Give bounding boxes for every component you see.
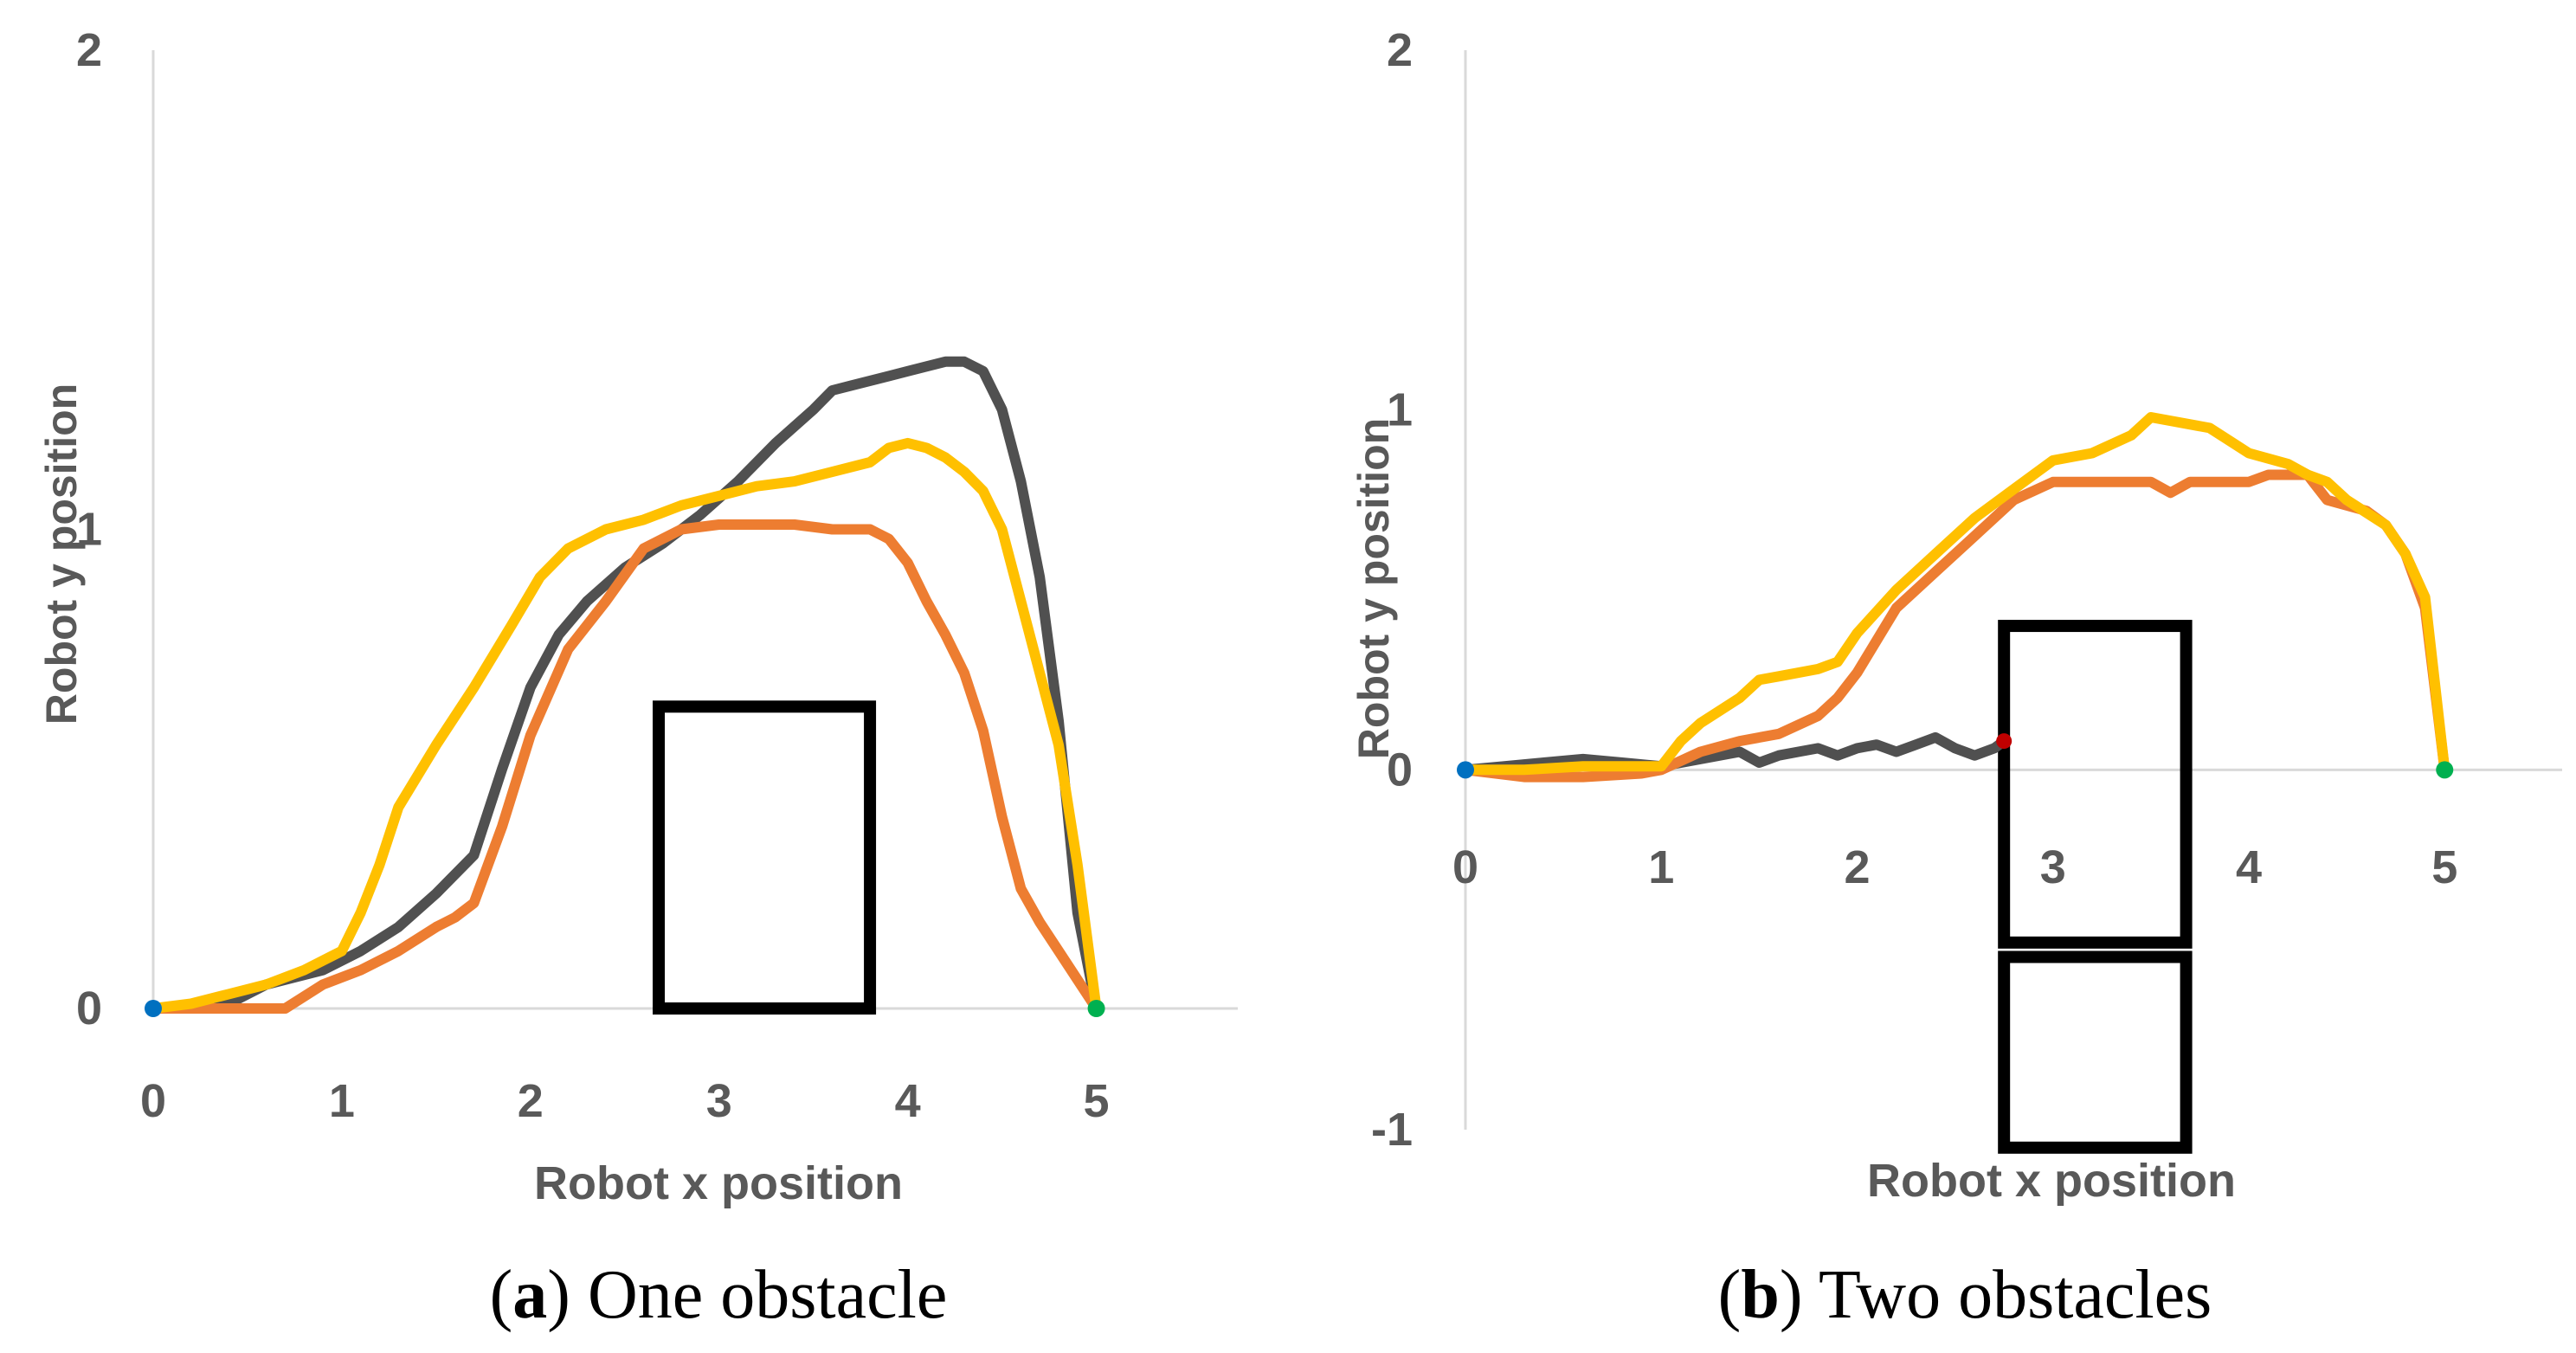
caption-a-letter: a [512,1257,547,1333]
chart-b-start-point [1457,761,1474,779]
chart-a-xtick: 0 [140,1075,166,1127]
chart-b-series-yellow [1460,412,2450,776]
chart-b-obstacle [1998,950,2193,1154]
chart-a-xtick: 5 [1084,1075,1110,1127]
chart-a-xtick: 4 [895,1075,921,1127]
chart-b-xtick: 2 [1844,841,1870,893]
chart-a-series [148,356,1102,1014]
caption-a-text: One obstacle [570,1257,947,1333]
chart-b-ytick: -1 [1371,1104,1413,1156]
chart-a-obstacles [653,700,877,1015]
chart-a-series-gray [148,356,1102,1014]
chart-b-goal-point [2436,761,2454,779]
chart-a-markers [145,1000,1105,1017]
chart-b-ytick: 0 [1387,744,1413,796]
chart-a-ytick: 0 [76,983,102,1034]
chart-a-xlabel: Robot x position [534,1157,903,1209]
chart-b-xtick: 5 [2431,841,2457,893]
chart-b-xlabel: Robot x position [1867,1155,2236,1207]
chart-b-xtick: 1 [1648,841,1674,893]
chart-a-xtick: 2 [518,1075,544,1127]
chart-a-xtick: 1 [329,1075,355,1127]
chart-a-series-orange [148,519,1102,1014]
chart-b-markers [1457,733,2454,779]
chart-b-xtick: 0 [1452,841,1478,893]
chart-b-obstacles [1998,620,2193,1154]
chart-a-ytick: 1 [76,504,102,556]
chart-b-obstacle [1998,620,2193,949]
chart-b-collision-point [1996,733,2012,750]
chart-b-xtick: 3 [2040,841,2066,893]
chart-two-obstacles: 0 1 2 3 4 5 -1 0 1 2 Robot x position Robot y pos… [1349,24,2562,1333]
chart-b-ytick: 2 [1387,24,1413,76]
chart-a-start-point [145,1000,162,1017]
chart-a-series-yellow [148,437,1102,1014]
chart-b-series [1460,412,2450,783]
chart-a-axes: 0 1 2 3 4 5 0 1 2 [76,24,1238,1127]
chart-b-ylabel: Robot y position [1349,418,1398,759]
caption-b-text: Two obstacles [1802,1257,2212,1333]
caption-b-letter: b [1741,1257,1780,1333]
chart-a-xtick: 3 [706,1075,732,1127]
chart-b-ytick: 1 [1387,384,1413,436]
chart-a-ylabel: Robot y position [37,383,86,725]
chart-a-goal-point [1087,1000,1105,1017]
chart-b-xtick: 4 [2236,841,2262,893]
chart-a-ytick: 2 [76,24,102,76]
chart-b-series-gray [1460,731,2010,776]
chart-a-obstacle [653,700,877,1015]
caption-a: (a) One obstacle [490,1257,948,1333]
chart-b-series-orange [1460,469,2450,783]
chart-b-axes: 0 1 2 3 4 5 -1 0 1 2 [1371,24,2562,1156]
chart-one-obstacle: 0 1 2 3 4 5 0 1 2 Robot x position Robot y posit… [37,24,1238,1333]
caption-b: (b) Two obstacles [1718,1257,2212,1333]
